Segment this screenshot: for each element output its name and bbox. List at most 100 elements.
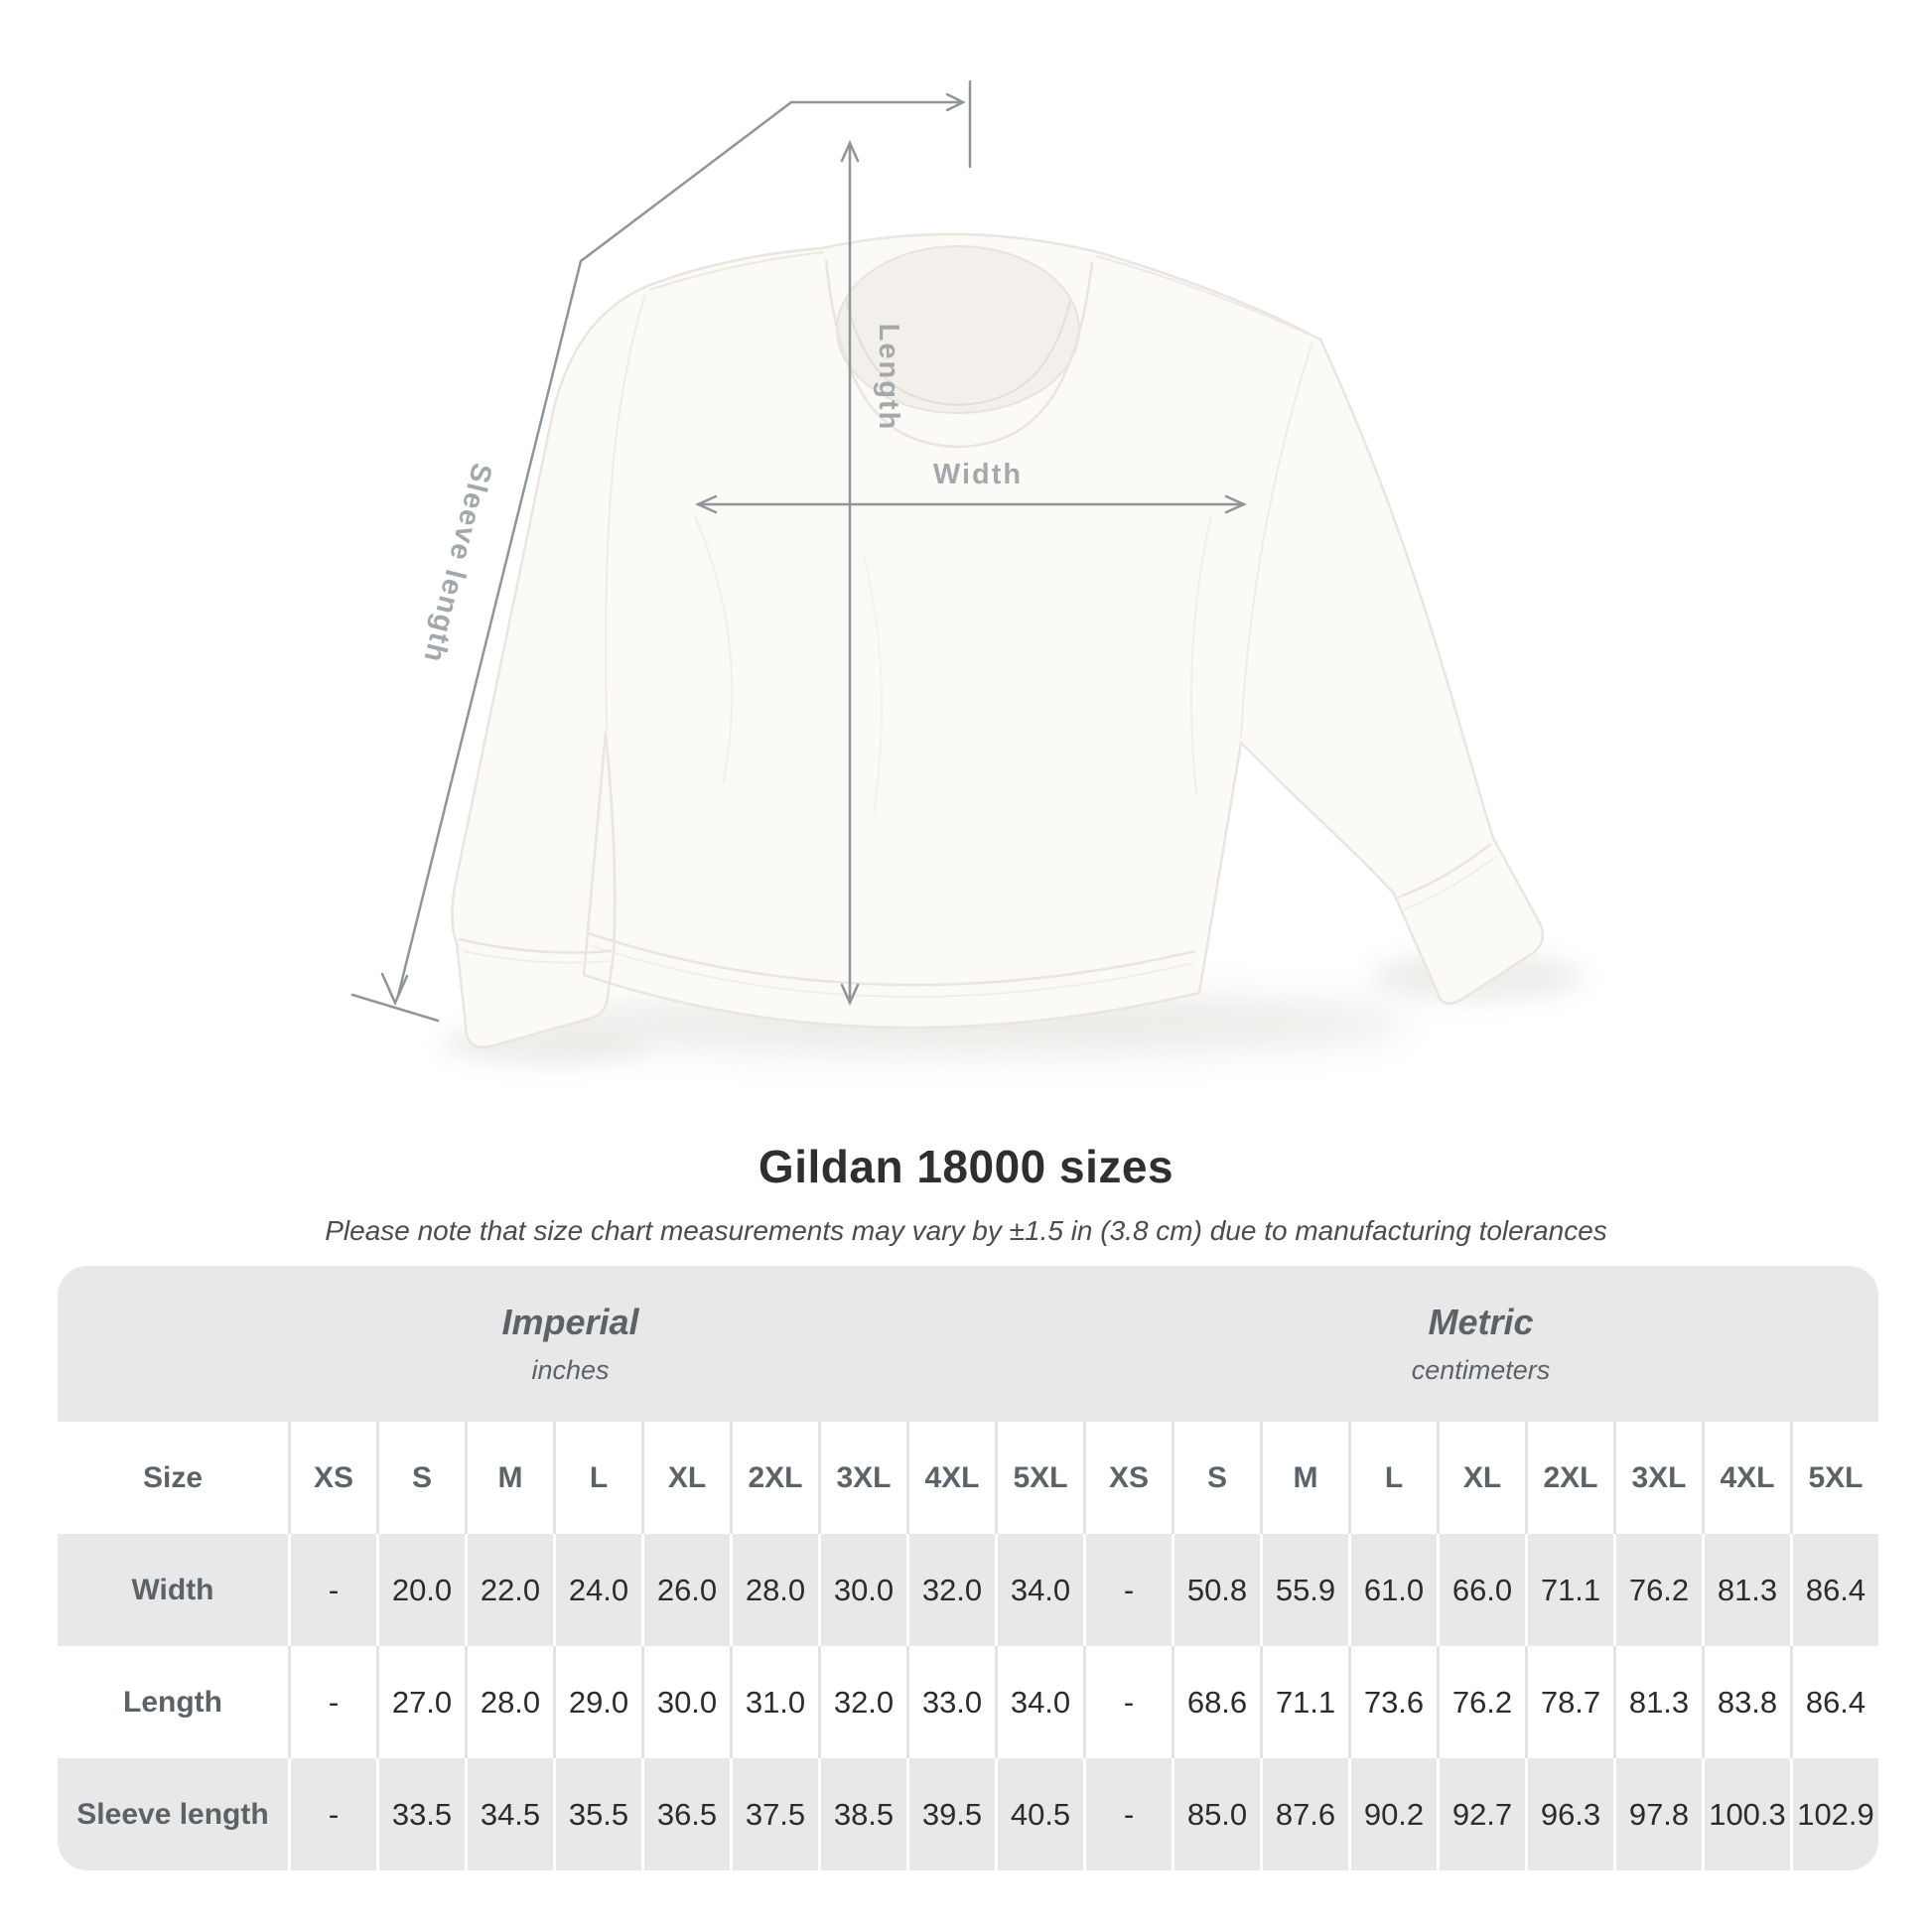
size-col-header: M [1260,1422,1348,1534]
value-cell: 50.8 [1172,1534,1260,1646]
value-cell: - [288,1646,376,1758]
imperial-label: Imperial [501,1302,639,1342]
value-cell: 81.3 [1613,1646,1702,1758]
value-cell: 71.1 [1525,1534,1613,1646]
value-cell: 61.0 [1348,1534,1437,1646]
measurement-row-label: Length [123,1685,222,1719]
size-col-header: XS [1083,1422,1172,1534]
value-cell: 28.0 [465,1646,553,1758]
value-cell: 83.8 [1702,1646,1790,1758]
value-cell: 86.4 [1790,1646,1878,1758]
value-cell: 71.1 [1260,1646,1348,1758]
value-cell: 33.0 [906,1646,995,1758]
sweatshirt-diagram: Length Width Sleeve length [350,79,1584,1064]
value-cell: 33.5 [376,1758,465,1870]
width-label: Width [933,459,1023,490]
metric-label: Metric [1428,1302,1534,1342]
value-cell: 85.0 [1172,1758,1260,1870]
size-col-header: 2XL [730,1422,818,1534]
size-col-header: L [1348,1422,1437,1534]
size-header-row: Size XS S M L XL 2XL 3XL 4XL 5XL XS S M L XL 2XL 3XL 4XL 5… [58,1422,1878,1534]
length-label: Length [873,324,904,432]
sleeve-length-label: Sleeve length [417,460,497,666]
value-cell: 26.0 [641,1534,730,1646]
value-cell: 32.0 [906,1534,995,1646]
size-col-header: 4XL [906,1422,995,1534]
value-cell: 102.9 [1790,1758,1878,1870]
value-cell: 22.0 [465,1534,553,1646]
size-col-header: S [1172,1422,1260,1534]
measurement-row-label: Sleeve length [76,1797,269,1831]
table-row: Width -20.0 22.0 24.0 26.0 28.0 30.0 32.0 34.0-5… [58,1534,1878,1646]
imperial-unit: inches [531,1355,610,1385]
value-cell: 29.0 [553,1646,641,1758]
value-cell: 32.0 [818,1646,906,1758]
size-table-rows: Size XS S M L XL 2XL 3XL 4XL 5XL XS S M L XL 2XL 3XL 4XL 5… [58,1422,1878,1870]
value-cell: 90.2 [1348,1758,1437,1870]
value-cell: 30.0 [818,1534,906,1646]
value-cell: 76.2 [1613,1534,1702,1646]
size-col-header: L [553,1422,641,1534]
tolerance-note: Please note that size chart measurements… [325,1215,1607,1246]
size-chart-table: Imperial inches Metric centimeters Size X… [58,1266,1878,1870]
size-col-header: 5XL [1790,1422,1878,1534]
sleeve-length-arrow [350,79,972,1023]
size-col-header: M [465,1422,553,1534]
table-row: Sleeve length -33.5 34.5 35.5 36.5 37.5 38.5 39… [58,1758,1878,1870]
value-cell: 37.5 [730,1758,818,1870]
value-cell: 81.3 [1702,1534,1790,1646]
table-row: Length -27.0 28.0 29.0 30.0 31.0 32.0 33.0 34.0-… [58,1646,1878,1758]
page-title: Gildan 18000 sizes [758,1141,1174,1192]
value-cell: 30.0 [641,1646,730,1758]
value-cell: 28.0 [730,1534,818,1646]
size-row-header: Size [142,1460,204,1494]
value-cell: - [288,1758,376,1870]
value-cell: 97.8 [1613,1758,1702,1870]
value-cell: - [1083,1646,1172,1758]
value-cell: 87.6 [1260,1758,1348,1870]
value-cell: 24.0 [553,1534,641,1646]
value-cell: 66.0 [1437,1534,1525,1646]
value-cell: 38.5 [818,1758,906,1870]
value-cell: 27.0 [376,1646,465,1758]
value-cell: 92.7 [1437,1758,1525,1870]
width-arrow [694,494,1248,514]
measurement-row-label: Width [131,1573,214,1606]
value-cell: 31.0 [730,1646,818,1758]
size-col-header: 3XL [1613,1422,1702,1534]
value-cell: 34.5 [465,1758,553,1870]
value-cell: 35.5 [553,1758,641,1870]
sweatshirt-silhouette [451,232,1544,1048]
metric-header: Metric centimeters [1083,1266,1878,1422]
value-cell: 86.4 [1790,1534,1878,1646]
value-cell: - [1083,1758,1172,1870]
value-cell: - [288,1534,376,1646]
size-col-header: S [376,1422,465,1534]
value-cell: 68.6 [1172,1646,1260,1758]
sweatshirt-graphic: Length Width Sleeve length [350,79,1544,1048]
value-cell: 78.7 [1525,1646,1613,1758]
value-cell: 76.2 [1437,1646,1525,1758]
units-header-band: Imperial inches Metric centimeters [58,1266,1878,1422]
size-col-header: 3XL [818,1422,906,1534]
size-col-header: 2XL [1525,1422,1613,1534]
value-cell: 20.0 [376,1534,465,1646]
value-cell: 96.3 [1525,1758,1613,1870]
metric-unit: centimeters [1411,1355,1551,1385]
imperial-header: Imperial inches [58,1266,1083,1422]
value-cell: 40.5 [995,1758,1083,1870]
size-col-header: XL [641,1422,730,1534]
value-cell: 34.0 [995,1534,1083,1646]
value-cell: - [1083,1534,1172,1646]
size-col-header: 4XL [1702,1422,1790,1534]
value-cell: 36.5 [641,1758,730,1870]
value-cell: 73.6 [1348,1646,1437,1758]
value-cell: 55.9 [1260,1534,1348,1646]
size-col-header: XS [288,1422,376,1534]
value-cell: 34.0 [995,1646,1083,1758]
value-cell: 39.5 [906,1758,995,1870]
size-col-header: XL [1437,1422,1525,1534]
value-cell: 100.3 [1702,1758,1790,1870]
size-col-header: 5XL [995,1422,1083,1534]
length-arrow [840,139,860,1007]
